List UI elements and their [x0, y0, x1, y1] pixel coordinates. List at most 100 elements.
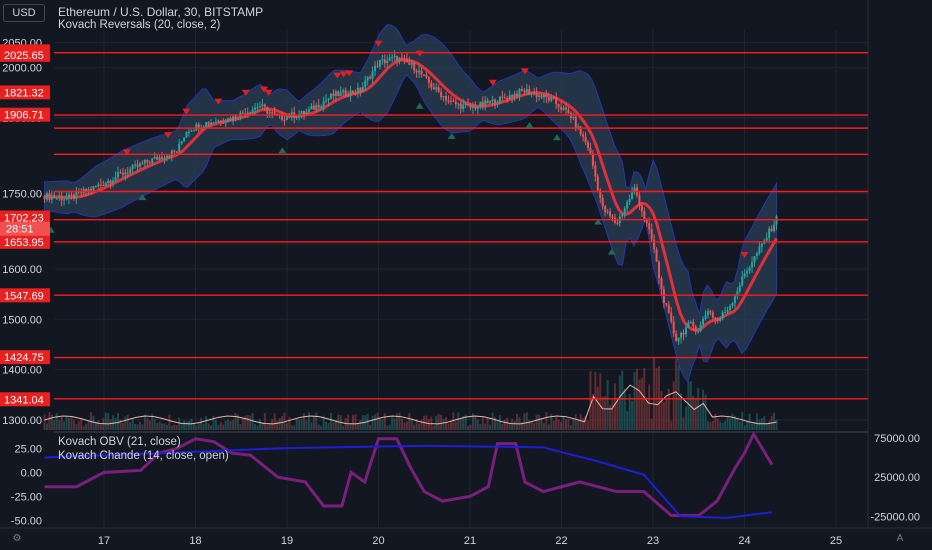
volume-bar: [63, 421, 66, 430]
candle-body: [246, 112, 249, 115]
candle-body: [638, 195, 641, 206]
sell-signal-marker: [415, 50, 424, 57]
candle-body: [660, 278, 663, 290]
candle-body: [180, 141, 183, 144]
sell-signal-marker: [488, 79, 497, 86]
candle-body: [711, 312, 714, 318]
volume-bar: [168, 414, 171, 430]
volume-bar: [104, 412, 107, 430]
candle-body: [677, 337, 680, 342]
volume-bar: [684, 406, 687, 430]
volume-bar: [268, 423, 271, 430]
candle-body: [560, 107, 563, 110]
indicator-legend-chande[interactable]: Kovach Chande (14, close, open): [58, 450, 229, 462]
volume-bar: [393, 418, 396, 430]
candle-body: [721, 312, 724, 319]
volume-bar: [310, 422, 313, 430]
volume-bar: [530, 422, 533, 430]
candle-body: [388, 57, 391, 61]
volume-bar: [587, 420, 590, 430]
volume-bar: [148, 420, 151, 430]
volume-bar: [131, 418, 134, 430]
candle-body: [574, 116, 577, 128]
candle-body: [643, 211, 646, 219]
volume-bar: [415, 418, 418, 430]
candle-body: [295, 116, 298, 119]
volume-bar: [520, 422, 523, 430]
time-axis-label: 24: [738, 535, 750, 547]
candle-body: [229, 118, 232, 121]
price-level-badge: [0, 234, 50, 249]
volume-bar: [538, 414, 541, 430]
volume-bar: [572, 419, 575, 430]
volume-bar: [476, 419, 479, 430]
countdown-label: 28:51: [6, 224, 34, 236]
candle-body: [496, 103, 499, 105]
candle-body: [503, 97, 506, 99]
candle-body: [435, 87, 438, 90]
candle-body: [415, 70, 418, 73]
candle-body: [205, 122, 208, 127]
candle-body: [493, 99, 496, 105]
auto-scale-button[interactable]: A: [896, 533, 904, 544]
chande-axis-label: 0.00: [21, 467, 42, 479]
volume-bar: [305, 420, 308, 430]
candle-body: [312, 105, 315, 110]
candle-body: [741, 276, 744, 286]
candle-body: [699, 324, 702, 331]
price-level-badge: [0, 288, 50, 303]
volume-bar: [303, 413, 306, 430]
volume-bar: [533, 423, 536, 430]
volume-bar: [503, 419, 506, 430]
price-level-label: 2025.65: [4, 50, 44, 62]
volume-bar: [440, 414, 443, 430]
candle-body: [462, 104, 465, 109]
volume-bar: [582, 418, 585, 430]
candle-body: [653, 239, 656, 250]
candle-body: [136, 164, 139, 167]
volume-bar: [156, 422, 159, 430]
volume-bar: [349, 423, 352, 430]
volume-bar: [266, 424, 269, 430]
volume-bar: [755, 413, 758, 430]
volume-bar: [577, 420, 580, 430]
volume-bar: [467, 425, 470, 430]
candle-body: [420, 70, 423, 75]
candle-body: [667, 304, 670, 313]
candle-body: [501, 96, 504, 98]
volume-bar: [187, 420, 190, 430]
settings-icon[interactable]: ⚙: [12, 533, 22, 544]
volume-bar: [219, 422, 222, 430]
volume-bar: [560, 421, 563, 430]
volume-bar: [388, 424, 391, 430]
volume-bar: [134, 424, 137, 430]
candle-body: [400, 57, 403, 59]
volume-bar: [648, 384, 651, 430]
volume-bar: [653, 358, 656, 430]
volume-bar: [702, 389, 705, 430]
volume-bar: [692, 395, 695, 430]
candle-body: [197, 124, 200, 129]
candle-body: [476, 106, 479, 109]
currency-button[interactable]: USD: [3, 4, 45, 22]
volume-bar: [254, 423, 257, 430]
candle-body: [310, 105, 313, 110]
candle-body: [107, 180, 110, 184]
indicator-legend-obv[interactable]: Kovach OBV (21, close): [58, 436, 181, 448]
volume-bar: [731, 413, 734, 430]
candle-body: [587, 142, 590, 149]
price-level-label: 1424.75: [4, 352, 44, 364]
sell-signal-marker: [374, 40, 383, 47]
volume-bar: [229, 420, 232, 430]
candle-body: [702, 318, 705, 325]
volume-bar: [435, 415, 438, 430]
volume-bar: [413, 424, 416, 430]
candle-body: [594, 165, 597, 177]
candle-body: [158, 157, 161, 160]
candle-body: [650, 229, 653, 240]
indicator-legend-reversals[interactable]: Kovach Reversals (20, close, 2): [58, 19, 221, 31]
candle-body: [72, 194, 75, 199]
volume-bar: [139, 421, 142, 430]
candle-body: [611, 216, 614, 218]
